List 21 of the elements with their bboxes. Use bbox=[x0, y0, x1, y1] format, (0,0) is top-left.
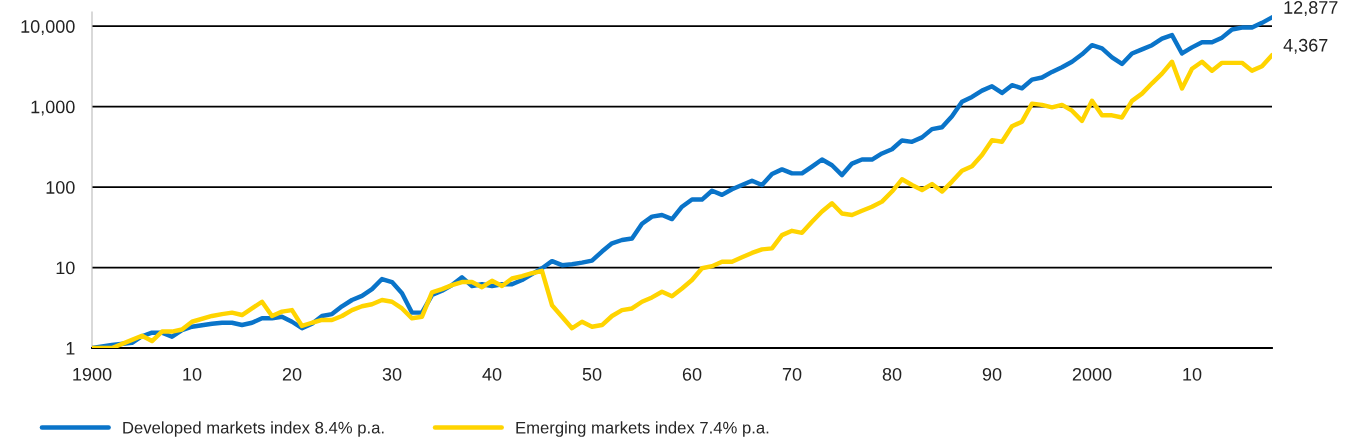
x-tick-label: 2000 bbox=[1072, 367, 1112, 381]
x-tick-label: 70 bbox=[782, 367, 802, 381]
x-tick-label: 60 bbox=[682, 367, 702, 381]
y-tick-label: 10,000 bbox=[21, 20, 75, 36]
x-tick-label: 1900 bbox=[73, 367, 112, 381]
x-tick-label: 90 bbox=[982, 367, 1002, 381]
y-tick-label: 100 bbox=[46, 181, 75, 194]
annotation: 4,367 bbox=[1283, 38, 1328, 54]
x-tick-label: 10 bbox=[183, 367, 202, 381]
annotation: 12,877 bbox=[1284, 1, 1338, 16]
legend-label: Emerging markets index 7.4% p.a. bbox=[516, 421, 769, 437]
x-tick-label: 80 bbox=[882, 367, 902, 381]
legend-label: Developed markets index 8.4% p.a. bbox=[123, 421, 384, 437]
x-tick-label: 30 bbox=[382, 367, 402, 381]
y-tick-label: 1 bbox=[66, 342, 75, 355]
y-tick-label: 10 bbox=[56, 261, 75, 275]
x-tick-label: 50 bbox=[582, 367, 602, 381]
x-tick-label: 20 bbox=[282, 367, 302, 381]
x-tick-label: 40 bbox=[482, 367, 502, 381]
x-tick-label: 10 bbox=[1183, 367, 1202, 381]
y-tick-label: 1,000 bbox=[31, 100, 75, 116]
